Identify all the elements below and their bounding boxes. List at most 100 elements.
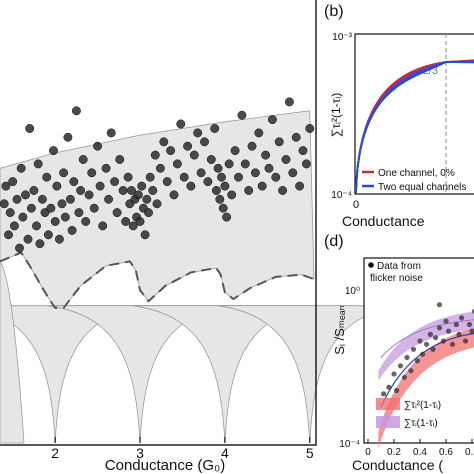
left-data-point: [118, 186, 128, 195]
left-data-point: [172, 159, 182, 169]
left-data-point: [12, 194, 22, 204]
left-data-point: [274, 137, 284, 147]
left-data-point: [21, 190, 30, 200]
panel-d-data-point: [401, 374, 407, 380]
left-data-point: [159, 137, 169, 147]
left-data-point: [186, 181, 196, 191]
panel-b-curve: [355, 61, 474, 194]
left-data-point: [106, 128, 116, 138]
left-x-tick-label: 3: [136, 445, 144, 461]
left-data-point: [87, 168, 97, 178]
left-data-point: [155, 163, 165, 173]
left-data-point: [78, 155, 88, 164]
left-data-point: [15, 243, 24, 253]
left-data-point: [4, 230, 13, 240]
panel-b-ytick-top: 10⁻³: [332, 32, 352, 43]
panel-b-curves: [355, 59, 474, 194]
panel-d-legend-swatch-purple: [376, 416, 400, 428]
left-data-point: [52, 181, 62, 191]
left-data-point: [218, 203, 228, 213]
left-data-point: [179, 172, 189, 182]
panel-d-legend-points-line2: flicker noise: [370, 273, 423, 284]
panel-d-data-point: [386, 384, 392, 390]
panel-d-data-point: [449, 341, 456, 347]
left-x-tick-label: 2: [51, 445, 59, 461]
left-data-point: [234, 172, 243, 182]
left-data-point: [0, 199, 9, 209]
left-data-point: [193, 128, 203, 138]
left-data-point: [93, 141, 103, 151]
left-data-point: [42, 172, 52, 182]
left-data-point: [203, 177, 213, 187]
panel-d-data-point: [417, 338, 423, 344]
panel-d-data-point: [408, 368, 414, 374]
panel-d-purple-band: [378, 311, 474, 381]
left-data-point: [9, 221, 19, 231]
panel-b-legend-blue: Two equal channels: [378, 182, 466, 193]
left-data-point: [32, 221, 41, 231]
left-data-point: [8, 177, 18, 187]
left-data-point: [76, 186, 86, 195]
left-data-point: [104, 194, 114, 204]
panel-d-data-point: [394, 387, 400, 394]
panel-d-data-point: [433, 335, 439, 341]
left-data-point: [196, 168, 206, 178]
channel-dips: [0, 260, 402, 444]
left-data-point: [150, 150, 160, 160]
left-data-point: [230, 146, 240, 156]
panel-d-data-point: [456, 331, 462, 337]
left-data-point: [206, 155, 216, 164]
left-data-point: [71, 106, 81, 116]
left-data-point: [152, 199, 162, 209]
left-data-point: [176, 119, 186, 129]
left-data-point: [74, 208, 84, 218]
left-data-point: [81, 217, 91, 226]
left-x-tick-label: 4: [221, 445, 229, 461]
panel-d-data-point: [436, 302, 443, 308]
left-data-point: [89, 203, 99, 213]
left-data-point: [26, 203, 36, 213]
left-data-point: [213, 163, 223, 173]
left-data-point: [210, 124, 220, 133]
left-data-point: [63, 132, 73, 142]
channel-dip-1: [0, 260, 25, 444]
panel-d-x-axis-title: Conductance (: [352, 457, 443, 473]
panel-d-legend-red: ∑τᵢ²(1-τᵢ): [404, 400, 441, 411]
left-data-point: [183, 141, 193, 151]
panel-d-purple-curve: [380, 319, 474, 358]
left-data-point: [137, 181, 147, 191]
panel-d-x-tick-label: 0.8: [465, 447, 474, 458]
left-data-point: [224, 159, 234, 169]
panel-d-legend-swatch-red: [376, 398, 400, 410]
left-data-point: [291, 132, 301, 142]
left-data-point: [237, 110, 247, 120]
panel-d-data-point: [443, 318, 449, 324]
left-data-point: [16, 163, 26, 173]
left-data-point: [5, 208, 15, 218]
left-data-point: [145, 172, 155, 182]
left-data-point: [123, 172, 133, 182]
panel-d-data-point: [462, 338, 469, 344]
left-data-point: [240, 159, 250, 169]
left-plot-frame: [0, 0, 317, 446]
left-data-point: [281, 155, 291, 164]
panel-d-x-tick-label: 0.6: [439, 447, 453, 458]
left-data-point: [254, 128, 264, 138]
left-data-point: [189, 150, 199, 160]
left-data-point: [95, 181, 105, 191]
left-data-point: [166, 146, 176, 156]
panel-b: (b) 2/3 10⁻³ 10⁻⁴ 0 ∑τᵢ²(1-τᵢ) Conductan…: [324, 3, 474, 229]
left-data-point: [59, 168, 69, 178]
left-data-point: [250, 168, 260, 178]
left-x-tick-label: 5: [306, 445, 314, 461]
left-data-point: [222, 212, 232, 222]
left-panel: 2 3 4 5 Conductance (G₀): [0, 0, 402, 474]
left-data-point: [264, 163, 274, 173]
left-data-point: [57, 199, 67, 209]
left-data-point: [298, 146, 308, 156]
panel-d-data-point: [420, 351, 426, 357]
panel-d-legend-points-line1: Data from: [377, 261, 421, 272]
left-data-point: [284, 97, 294, 107]
panel-d-x-tick-label: 0.4: [413, 447, 427, 458]
panel-b-legend-red: One channel, 0%: [378, 168, 455, 179]
